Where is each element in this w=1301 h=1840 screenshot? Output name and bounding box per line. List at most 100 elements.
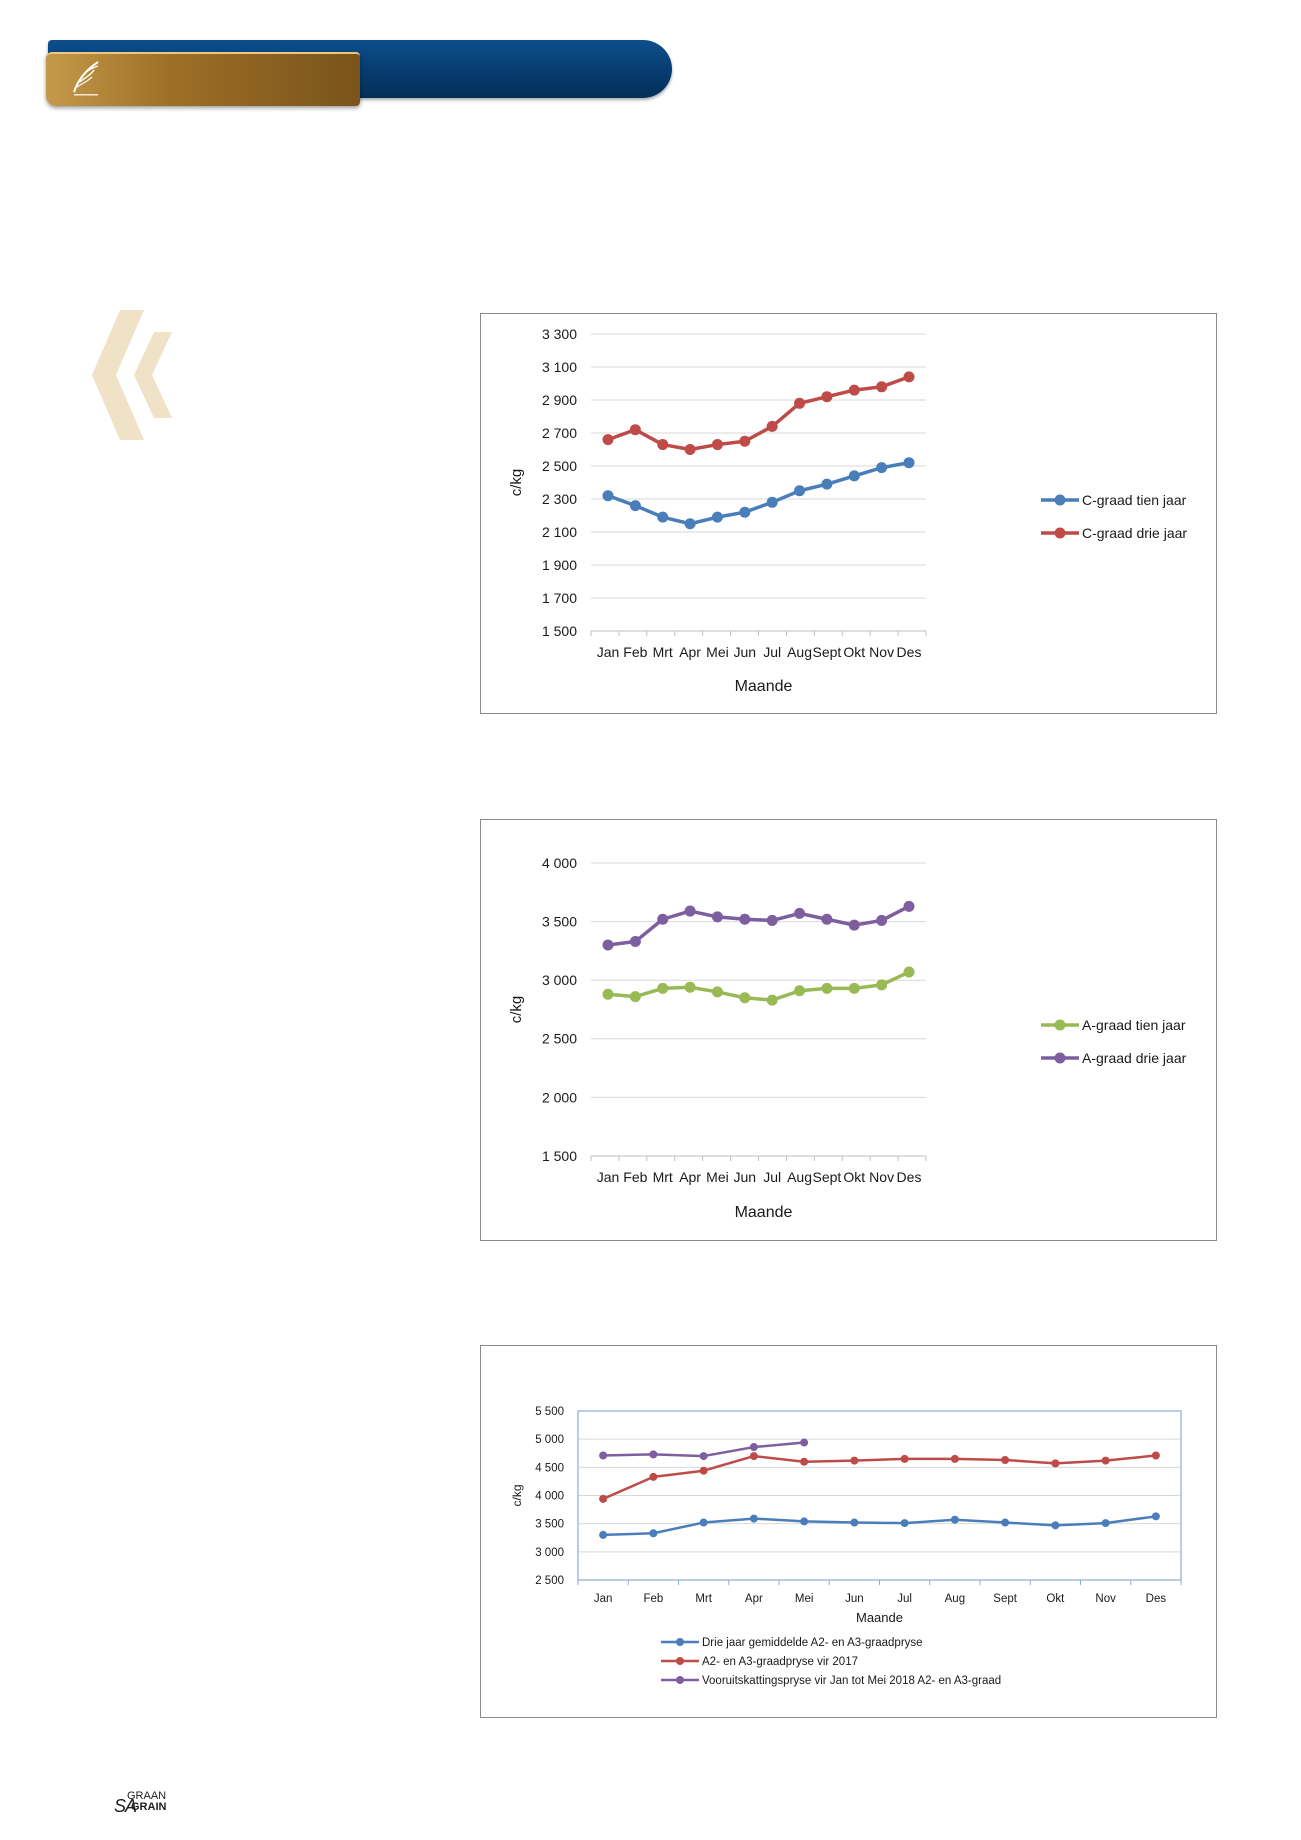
data-point (794, 907, 806, 919)
data-point (1051, 1459, 1060, 1468)
data-point (850, 1518, 859, 1527)
data-point (1151, 1451, 1160, 1460)
data-point (599, 1494, 608, 1503)
data-point (766, 420, 778, 432)
x-tick-label: Mrt (695, 1593, 712, 1605)
data-point (821, 982, 833, 994)
data-point (903, 900, 915, 912)
y-tick-label: 1 500 (542, 1148, 577, 1164)
footer-brand-line2: GRAIN (131, 1801, 167, 1813)
data-point (629, 500, 641, 512)
y-tick-label: 5 500 (535, 1406, 564, 1418)
y-tick-label: 3 000 (542, 972, 577, 988)
data-point (821, 913, 833, 925)
data-point (629, 991, 641, 1003)
x-tick-label: Mrt (653, 1169, 673, 1185)
legend-entry: Drie jaar gemiddelde A2- en A3-graadprys… (661, 1637, 923, 1649)
series-line-a-graad-tien-jaar (607, 970, 910, 1002)
data-point (657, 511, 669, 523)
data-point (950, 1454, 959, 1463)
x-tick-label: Sept (813, 644, 842, 660)
legend-swatch-marker (676, 1657, 684, 1665)
y-tick-label: 1 900 (542, 557, 577, 573)
x-tick-label: Feb (623, 644, 647, 660)
data-point (657, 982, 669, 994)
legend-label: A2- en A3-graadpryse vir 2017 (702, 1656, 858, 1668)
x-tick-label: Jan (597, 1169, 620, 1185)
x-tick-label: Mei (706, 1169, 729, 1185)
data-point (876, 914, 888, 926)
data-point (1101, 1519, 1110, 1528)
data-point (649, 1529, 658, 1538)
data-point (766, 496, 778, 508)
y-tick-label: 4 500 (535, 1462, 564, 1474)
x-tick-label: Des (897, 644, 922, 660)
data-point (711, 911, 723, 923)
x-axis-label: Maande (735, 678, 793, 695)
data-point (821, 478, 833, 490)
data-point (739, 506, 751, 518)
data-point (903, 966, 915, 978)
data-point (848, 919, 860, 931)
data-point (848, 982, 860, 994)
legend-label: Drie jaar gemiddelde A2- en A3-graadprys… (702, 1637, 923, 1649)
x-tick-label: Apr (679, 644, 701, 660)
data-point (850, 1456, 859, 1465)
legend-label: A-graad tien jaar (1082, 1017, 1186, 1033)
data-point (657, 913, 669, 925)
legend-swatch-marker (1054, 494, 1066, 506)
x-tick-label: Nov (869, 644, 894, 660)
chart-a2-a3-grade: 2 500 3 000 3 500 4 000 4 500 5 000 5 500 Jan Fe… (480, 1345, 1217, 1718)
y-tick-label: 2 900 (542, 392, 577, 408)
legend-entry: A-graad drie jaar (1041, 1050, 1187, 1066)
data-point (848, 384, 860, 396)
y-tick-label: 1 700 (542, 590, 577, 606)
y-axis-label: c/kg (510, 1484, 524, 1506)
y-tick-label: 3 100 (542, 359, 577, 375)
x-axis-label: Maande (735, 1204, 793, 1221)
data-point (629, 424, 641, 436)
data-point (749, 1514, 758, 1523)
data-point (599, 1530, 608, 1539)
x-tick-label: Apr (679, 1169, 701, 1185)
legend-entry: Vooruitskattingspryse vir Jan tot Mei 20… (661, 1675, 1001, 1687)
data-point (684, 444, 696, 455)
x-tick-label: Aug (787, 1169, 812, 1185)
legend-label: C-graad tien jaar (1082, 492, 1187, 508)
data-point (711, 986, 723, 998)
data-point (649, 1450, 658, 1459)
y-tick-label: 2 000 (542, 1089, 577, 1105)
data-point (684, 905, 696, 917)
y-axis-label: c/kg (508, 469, 525, 497)
data-point (1051, 1521, 1060, 1530)
x-tick-label: Okt (1046, 1593, 1065, 1605)
series-line-c-graad-tien-jaar (607, 460, 910, 526)
legend-label: Vooruitskattingspryse vir Jan tot Mei 20… (702, 1675, 1001, 1687)
y-tick-label: 4 000 (542, 855, 577, 871)
y-tick-label: 3 300 (542, 326, 577, 342)
data-point (794, 485, 806, 497)
legend-entry: A-graad tien jaar (1041, 1017, 1186, 1033)
legend-swatch-marker (676, 1676, 684, 1684)
x-tick-label: Aug (787, 644, 812, 660)
data-point (599, 1451, 608, 1460)
y-axis-label: c/kg (508, 996, 525, 1024)
data-point (649, 1472, 658, 1481)
legend-label: A-graad drie jaar (1082, 1050, 1187, 1066)
x-tick-label: Mrt (653, 644, 673, 660)
data-point (794, 397, 806, 409)
data-point (749, 1443, 758, 1452)
wheat-logo-icon (73, 61, 99, 96)
data-point (800, 1517, 809, 1526)
x-tick-label: Apr (745, 1593, 763, 1605)
x-tick-label: Nov (869, 1169, 894, 1185)
series-line-a2-en-a3-graadpryse-vir-2017 (602, 1454, 1157, 1501)
series-line-c-graad-drie-jaar (607, 375, 910, 452)
data-point (876, 462, 888, 474)
x-tick-label: Sept (993, 1593, 1017, 1605)
x-tick-label: Nov (1095, 1593, 1116, 1605)
data-point (821, 391, 833, 403)
x-tick-label: Jul (763, 1169, 781, 1185)
x-tick-label: Jun (734, 644, 757, 660)
data-point (766, 914, 778, 926)
